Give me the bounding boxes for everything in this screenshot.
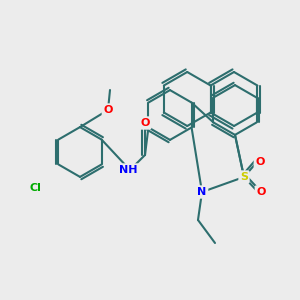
Text: O: O xyxy=(255,157,265,167)
Text: O: O xyxy=(103,105,113,115)
Text: O: O xyxy=(256,187,266,197)
Text: NH: NH xyxy=(119,165,138,175)
Text: Cl: Cl xyxy=(29,183,41,193)
Text: S: S xyxy=(240,172,248,182)
Text: O: O xyxy=(140,118,150,128)
Text: N: N xyxy=(197,187,207,197)
